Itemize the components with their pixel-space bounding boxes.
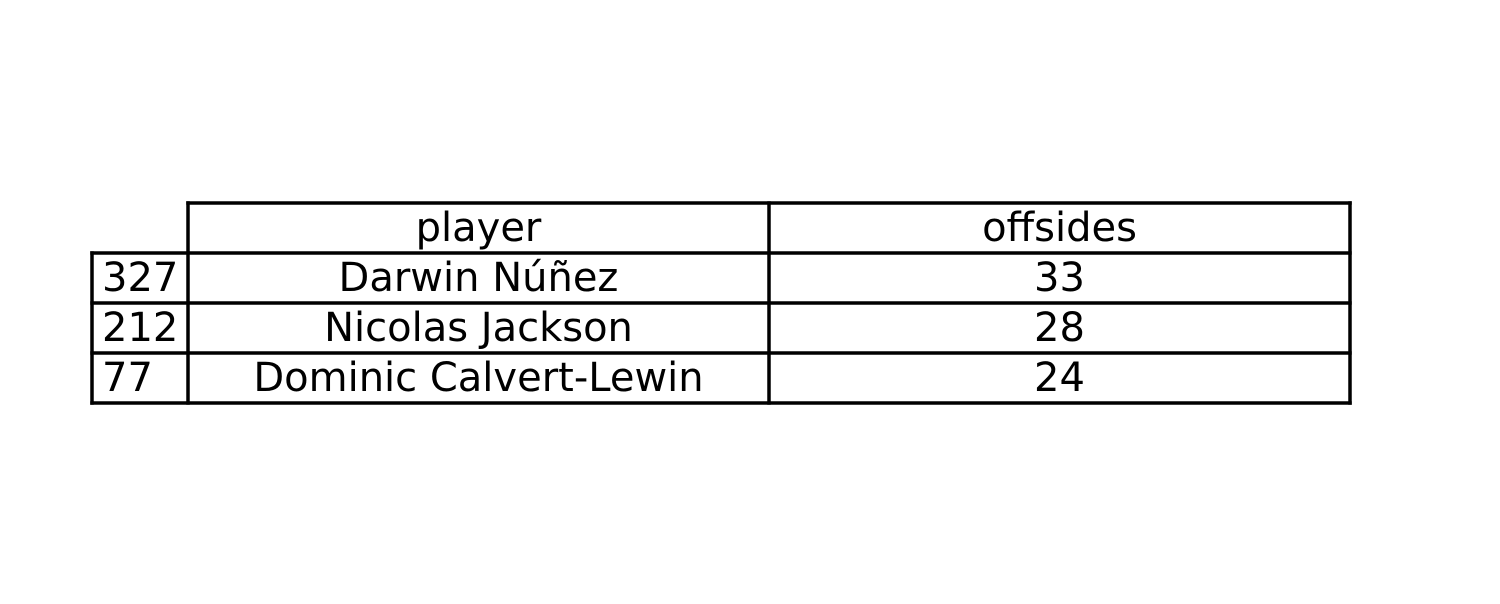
table-cell: Nicolas Jackson — [324, 305, 633, 351]
row-index: 212 — [102, 305, 178, 351]
table-cell: 33 — [1034, 255, 1085, 301]
row-index: 77 — [102, 355, 153, 401]
column-header: offsides — [982, 205, 1137, 251]
table-grid — [90, 201, 1352, 405]
row-index: 327 — [102, 255, 178, 301]
table-cell: Dominic Calvert-Lewin — [253, 355, 703, 401]
column-header: player — [416, 205, 542, 251]
table-cell: Darwin Núñez — [339, 255, 619, 301]
table-cells: player offsides 327 Darwin Núñez 33 212 Nicola… — [102, 205, 1137, 401]
table-cell: 28 — [1034, 305, 1085, 351]
table-cell: 24 — [1034, 355, 1085, 401]
